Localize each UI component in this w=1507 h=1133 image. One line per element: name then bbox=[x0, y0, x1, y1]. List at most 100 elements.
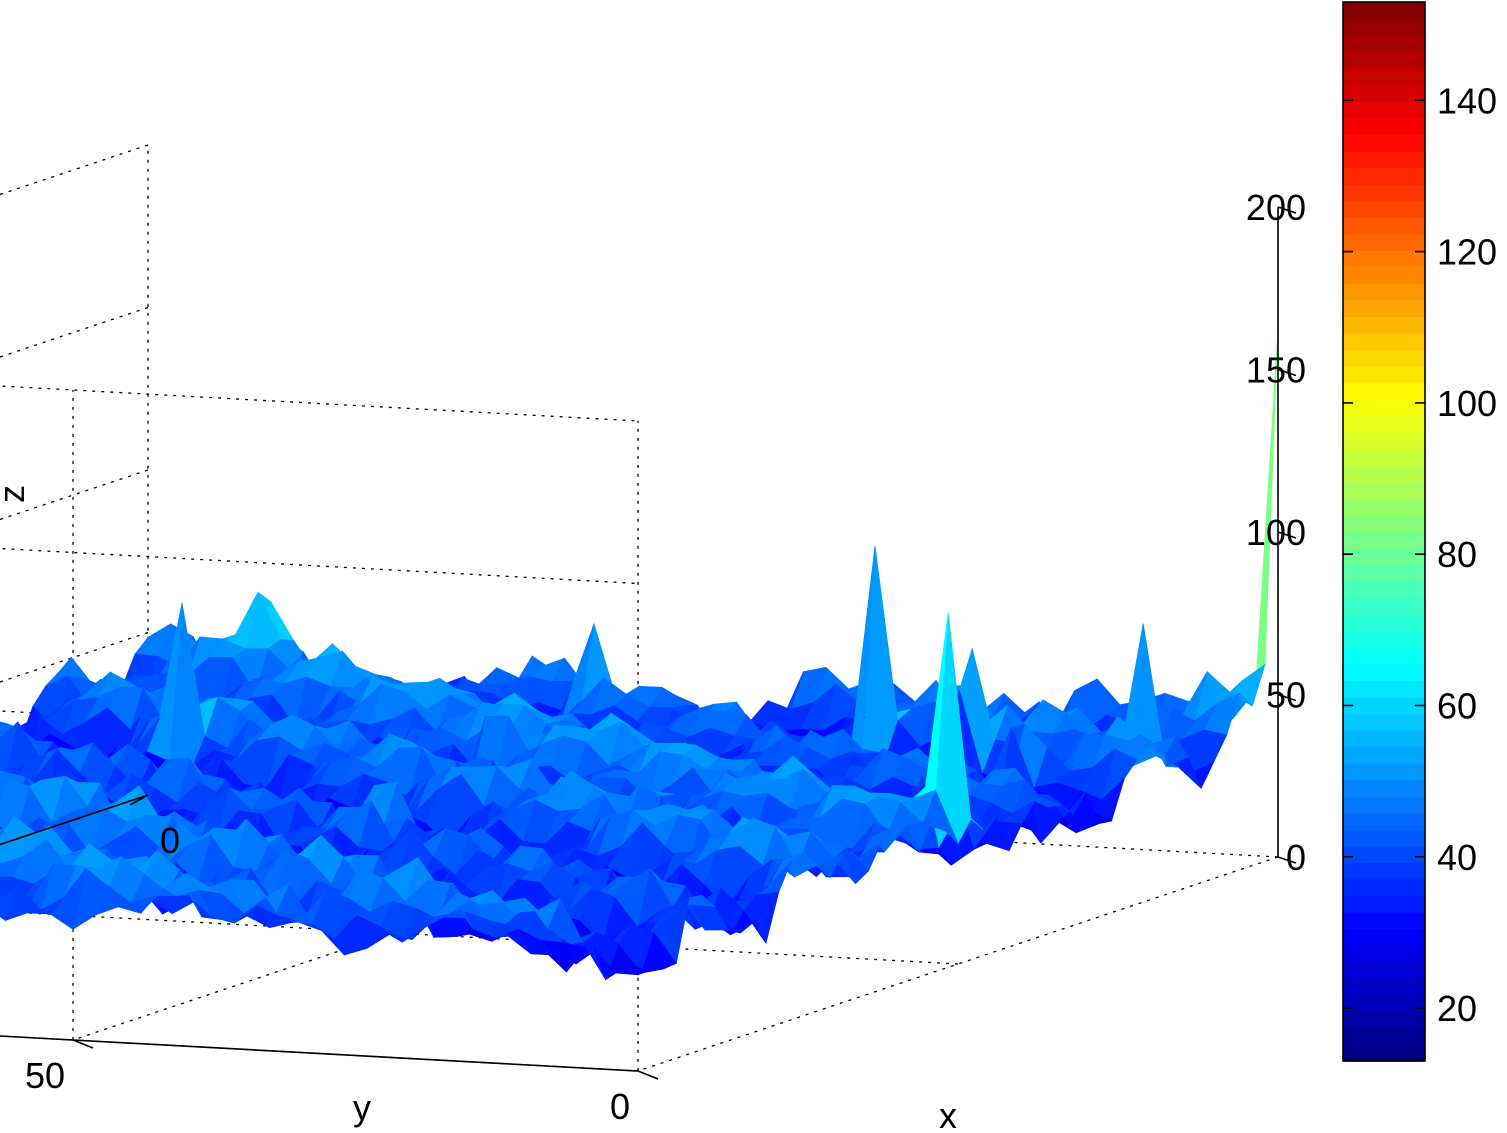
z-axis-title: z bbox=[0, 485, 32, 503]
colorbar-band bbox=[1343, 763, 1425, 781]
colorbar-band bbox=[1343, 1011, 1425, 1029]
colorbar-band bbox=[1343, 233, 1425, 251]
surface-cell bbox=[0, 861, 2, 866]
colorbar-band bbox=[1343, 961, 1425, 979]
colorbar-band bbox=[1343, 779, 1425, 797]
colorbar-band bbox=[1343, 266, 1425, 284]
y-tick-label: 0 bbox=[610, 1086, 630, 1127]
colorbar-band bbox=[1343, 829, 1425, 847]
colorbar-band bbox=[1343, 250, 1425, 268]
colorbar-band bbox=[1343, 647, 1425, 665]
x-axis-title: x bbox=[939, 1095, 957, 1133]
colorbar-band bbox=[1343, 200, 1425, 218]
colorbar-band bbox=[1343, 18, 1425, 36]
x-tick-label: 0 bbox=[160, 820, 180, 861]
colorbar-band bbox=[1343, 945, 1425, 963]
surface-cell bbox=[0, 855, 25, 878]
colorbar-band bbox=[1343, 796, 1425, 814]
colorbar-tick-label: 120 bbox=[1437, 232, 1497, 273]
colorbar: 20 40 60 80 100 120 140 bbox=[1342, 1, 1497, 1062]
colorbar-band bbox=[1343, 134, 1425, 152]
y-axis-line bbox=[0, 1035, 639, 1072]
colorbar-band bbox=[1343, 928, 1425, 946]
colorbar-band bbox=[1343, 101, 1425, 119]
y-gridline bbox=[637, 421, 1279, 1072]
colorbar-band bbox=[1343, 399, 1425, 417]
surface-cell bbox=[0, 883, 19, 921]
colorbar-band bbox=[1343, 35, 1425, 53]
colorbar-tick-label: 40 bbox=[1437, 837, 1477, 878]
colorbar-band bbox=[1343, 713, 1425, 731]
colorbar-band bbox=[1343, 415, 1425, 433]
colorbar-band bbox=[1343, 879, 1425, 897]
y-axis-title: y bbox=[353, 1087, 371, 1128]
surface-cell bbox=[0, 778, 30, 835]
y-gridline bbox=[72, 390, 714, 1041]
colorbar-band bbox=[1343, 167, 1425, 185]
colorbar-band bbox=[1343, 217, 1425, 235]
colorbar-band bbox=[1343, 465, 1425, 483]
colorbar-band bbox=[1343, 432, 1425, 450]
colorbar-band bbox=[1343, 812, 1425, 830]
colorbar-band bbox=[1343, 663, 1425, 682]
z-tick bbox=[1277, 856, 1297, 864]
colorbar-band bbox=[1343, 349, 1425, 367]
colorbar-tick-label: 140 bbox=[1437, 80, 1497, 121]
colorbar-band bbox=[1343, 2, 1425, 20]
colorbar-frame bbox=[1342, 1, 1426, 1062]
colorbar-band bbox=[1343, 51, 1425, 69]
colorbar-band bbox=[1343, 680, 1425, 698]
z-tick-label: 200 bbox=[1246, 187, 1306, 228]
colorbar-band bbox=[1343, 978, 1425, 996]
colorbar-band bbox=[1343, 1044, 1425, 1062]
colorbar-band bbox=[1343, 316, 1425, 334]
z-tick-label: 150 bbox=[1246, 350, 1306, 391]
colorbar-tick-label: 100 bbox=[1437, 383, 1497, 424]
tick-labels: 050100050100050100150200 bbox=[25, 187, 1306, 1127]
back-panels bbox=[0, 144, 1279, 1072]
y-tick bbox=[637, 1070, 659, 1080]
colorbar-band bbox=[1343, 498, 1425, 516]
y-tick bbox=[72, 1039, 94, 1049]
colorbar-band bbox=[1343, 366, 1425, 384]
colorbar-tick-label: 80 bbox=[1437, 534, 1477, 575]
colorbar-band bbox=[1343, 332, 1425, 351]
axis-titles: x y z bbox=[0, 485, 957, 1133]
z-tick bbox=[1277, 368, 1297, 377]
colorbar-band bbox=[1343, 531, 1425, 549]
colorbar-band bbox=[1343, 117, 1425, 135]
colorbar-band bbox=[1343, 548, 1425, 566]
z-gridline bbox=[0, 144, 639, 422]
colorbar-band bbox=[1343, 730, 1425, 748]
surface-cell bbox=[0, 771, 3, 773]
z-tick bbox=[1277, 693, 1297, 702]
z-gridline bbox=[0, 306, 639, 585]
colorbar-band bbox=[1343, 614, 1425, 632]
colorbar-band bbox=[1343, 299, 1425, 317]
z-tick bbox=[1277, 206, 1297, 214]
colorbar-band bbox=[1343, 994, 1425, 1012]
colorbar-tick-label: 60 bbox=[1437, 685, 1477, 726]
y-tick-label: 50 bbox=[25, 1055, 65, 1096]
colorbar-band bbox=[1343, 746, 1425, 764]
colorbar-band bbox=[1343, 382, 1425, 400]
z-tick-label: 0 bbox=[1286, 837, 1306, 878]
colorbar-band bbox=[1343, 597, 1425, 615]
colorbar-band bbox=[1343, 84, 1425, 102]
surface-mesh bbox=[0, 327, 1279, 981]
colorbar-band bbox=[1343, 564, 1425, 582]
colorbar-band bbox=[1343, 697, 1425, 715]
x-axis-line bbox=[0, 794, 149, 846]
colorbar-band bbox=[1343, 481, 1425, 500]
surface-cell bbox=[0, 721, 9, 737]
colorbar-tick-label: 20 bbox=[1437, 988, 1477, 1029]
z-tick-label: 100 bbox=[1246, 512, 1306, 553]
colorbar-band bbox=[1343, 448, 1425, 466]
colorbar-band bbox=[1343, 912, 1425, 930]
colorbar-band bbox=[1343, 184, 1425, 202]
front-axes bbox=[0, 206, 1297, 1080]
colorbar-band bbox=[1343, 1027, 1425, 1046]
colorbar-band bbox=[1343, 862, 1425, 880]
